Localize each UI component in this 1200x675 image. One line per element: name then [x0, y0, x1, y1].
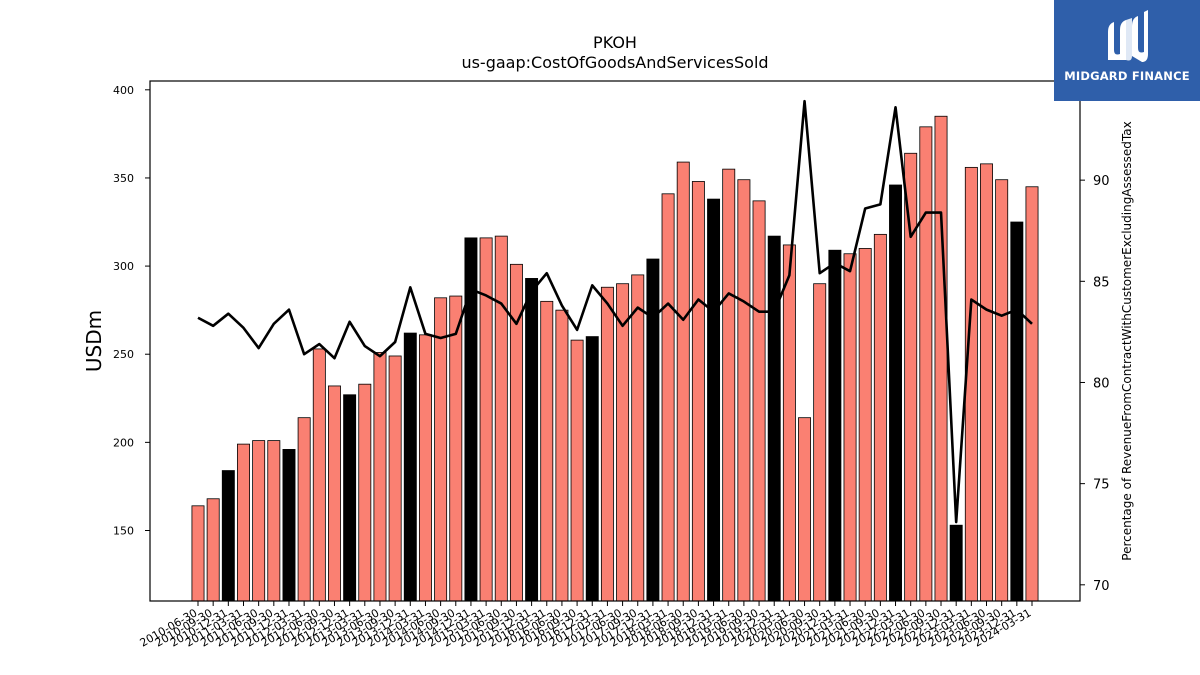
bar: [570, 339, 584, 602]
bar: [267, 440, 281, 602]
bar: [767, 235, 781, 602]
bar: [237, 443, 250, 602]
y-tick-label: 400: [113, 84, 134, 97]
bar: [995, 179, 1009, 602]
revenue-percentage-line: [197, 99, 1033, 524]
bar: [858, 248, 872, 602]
bar: [373, 352, 387, 602]
bar-series: [191, 115, 1039, 602]
bar: [206, 498, 220, 602]
bar: [525, 278, 539, 602]
bar: [388, 355, 402, 602]
bar: [449, 295, 463, 602]
bar: [418, 334, 432, 602]
bar: [1010, 221, 1024, 602]
bar: [707, 198, 721, 602]
y-tick-label: 350: [113, 172, 134, 185]
y2-tick-label: 80: [1093, 376, 1110, 391]
bar: [646, 258, 660, 602]
x-axis: 2010-06-302010-09-302010-12-312011-03-31…: [138, 601, 1034, 650]
chart-title: PKOH: [593, 33, 637, 52]
y2-tick-label: 85: [1093, 275, 1110, 290]
bar: [297, 417, 311, 602]
bar: [828, 249, 842, 602]
bar: [616, 283, 630, 602]
brand-logo: MIDGARD FINANCE: [1054, 0, 1200, 101]
bar: [691, 181, 705, 602]
bar: [221, 470, 235, 602]
bar: [540, 300, 554, 602]
bar: [782, 244, 796, 602]
brand-name: MIDGARD FINANCE: [1064, 69, 1190, 83]
bar: [600, 286, 614, 602]
line-series: [197, 99, 1033, 524]
bar: [328, 385, 341, 602]
bar: [555, 309, 569, 602]
bar: [813, 283, 827, 602]
bar: [312, 348, 326, 602]
bar: [919, 126, 933, 602]
y-axis-left: 150 200 250 300 350 400: [113, 84, 150, 537]
bar: [1025, 186, 1039, 602]
bar: [964, 166, 978, 602]
plot-frame: [149, 80, 1081, 602]
bar: [403, 332, 417, 602]
bar: [934, 115, 948, 602]
y2-tick-label: 90: [1093, 174, 1110, 189]
bar: [843, 253, 857, 602]
bar: [585, 336, 599, 602]
bar: [873, 233, 887, 602]
y-tick-label: 150: [113, 524, 134, 537]
bar: [191, 505, 205, 602]
bar: [343, 394, 357, 602]
y2-axis-label: Percentage of RevenueFromContractWithCus…: [1120, 121, 1134, 560]
bar: [631, 274, 645, 602]
bar: [252, 440, 266, 602]
bar: [904, 152, 918, 602]
midgard-logo-icon: [1108, 10, 1148, 62]
y2-tick-label: 70: [1093, 579, 1110, 594]
y-tick-label: 200: [113, 436, 134, 449]
y-tick-label: 250: [113, 348, 134, 361]
bar: [358, 383, 372, 602]
bar: [494, 235, 508, 602]
bar: [737, 179, 751, 602]
bar: [949, 524, 963, 602]
bar: [798, 417, 812, 602]
bar: [722, 168, 736, 602]
bar: [889, 184, 902, 602]
bar: [479, 237, 493, 602]
bar: [661, 193, 675, 602]
bar: [676, 161, 690, 602]
y-axis-right: 70 75 80 85 90: [1080, 174, 1110, 594]
y-axis-label: USDm: [82, 310, 106, 372]
bar: [282, 449, 296, 602]
bar: [752, 200, 766, 602]
y-tick-label: 300: [113, 260, 134, 273]
chart-subtitle: us-gaap:CostOfGoodsAndServicesSold: [461, 53, 768, 72]
bar: [434, 297, 448, 602]
bar: [980, 163, 993, 602]
y2-tick-label: 75: [1093, 478, 1110, 493]
